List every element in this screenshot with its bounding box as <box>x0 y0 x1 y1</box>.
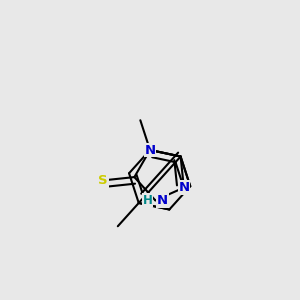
Text: N: N <box>178 181 189 194</box>
Text: S: S <box>98 174 108 187</box>
Text: H: H <box>142 194 152 207</box>
Text: N: N <box>157 194 168 207</box>
Text: N: N <box>144 143 156 157</box>
